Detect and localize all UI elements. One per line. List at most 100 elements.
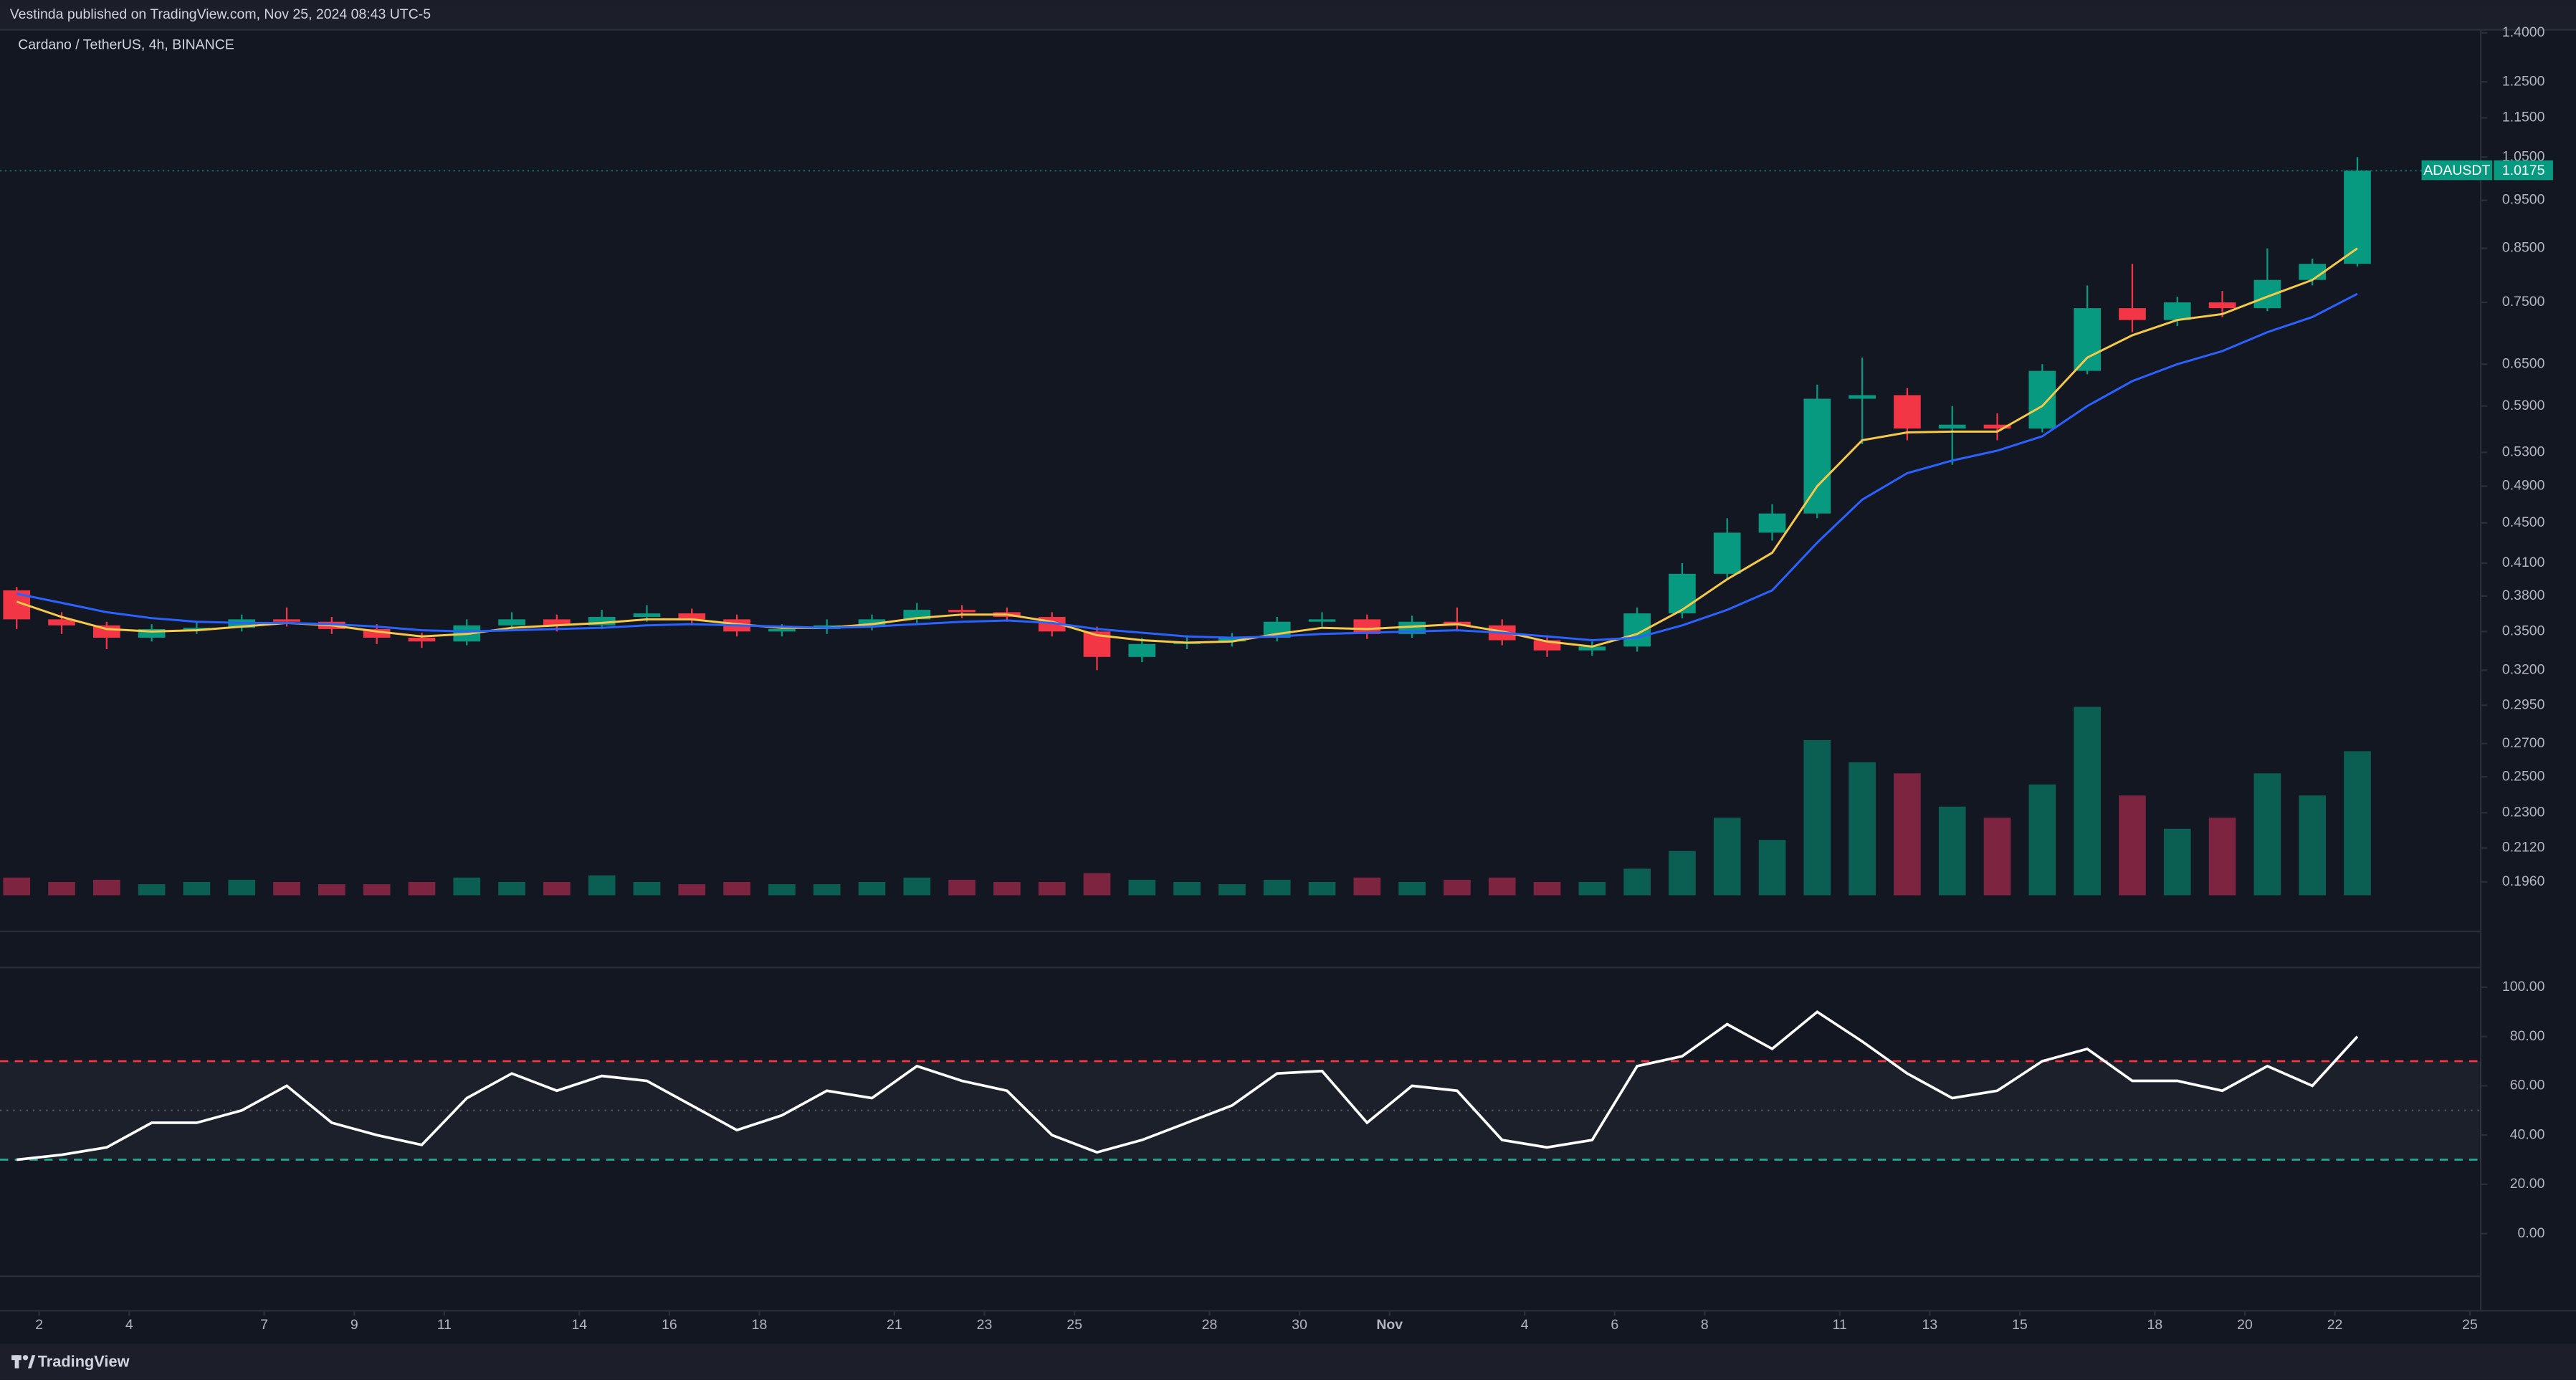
volume-bar — [2028, 784, 2056, 896]
x-tick-label: 4 — [1521, 1317, 1529, 1333]
candle-body — [858, 619, 886, 626]
volume-bar — [183, 881, 211, 896]
volume-bar — [228, 879, 256, 896]
volume-bar — [1038, 881, 1066, 896]
volume-bar — [768, 884, 796, 896]
candle-body — [1894, 395, 1921, 429]
y-tick-label: 0.3500 — [2502, 623, 2545, 638]
x-tick-label: 25 — [2462, 1317, 2478, 1333]
volume-bar — [1533, 881, 1561, 896]
candle-body — [1713, 532, 1741, 574]
y-tick-label: 1.4000 — [2502, 24, 2545, 40]
candle-body — [1848, 395, 1876, 399]
moving-average — [16, 247, 2358, 648]
x-tick-label: 8 — [1701, 1317, 1709, 1333]
volume-bar — [1803, 739, 1831, 896]
volume-bar — [543, 881, 571, 896]
x-tick-label: 4 — [125, 1317, 133, 1333]
x-tick-label: 2 — [35, 1317, 43, 1333]
y-tick-label: 1.1500 — [2502, 110, 2545, 125]
volume-bar — [948, 879, 975, 896]
symbol-badge — [2421, 160, 2493, 181]
volume-bar — [2119, 795, 2146, 896]
volume-bar — [363, 884, 391, 896]
y-tick-label: 0.3800 — [2502, 588, 2545, 603]
x-tick-label: 11 — [437, 1317, 452, 1333]
candle-body — [273, 619, 300, 622]
top-bar — [0, 0, 2576, 30]
candle-body — [1758, 513, 1786, 533]
x-tick-label: 6 — [1611, 1317, 1618, 1333]
volume-bar — [408, 881, 436, 896]
candle-body — [588, 617, 616, 626]
y-tick-label: 0.5300 — [2502, 444, 2545, 459]
candle-body — [2074, 308, 2102, 371]
y-tick-label: 0.9500 — [2502, 192, 2545, 208]
price-badge — [2494, 160, 2553, 181]
candle-body — [408, 638, 436, 642]
volume-bar — [1444, 879, 1471, 896]
x-tick-label: 20 — [2237, 1317, 2253, 1333]
volume-bar — [813, 884, 841, 896]
y-tick-label: 100.00 — [2502, 979, 2545, 995]
candle-body — [2299, 264, 2327, 280]
y-tick-label: 0.2700 — [2502, 735, 2545, 751]
y-tick-label: 0.4900 — [2502, 478, 2545, 494]
y-tick-label: 0.7500 — [2502, 294, 2545, 310]
y-tick-label: 0.6500 — [2502, 355, 2545, 371]
volume-bar — [1263, 879, 1291, 896]
rsi-band — [0, 1061, 2481, 1160]
volume-bar — [1894, 773, 1921, 896]
y-tick-label: 0.5900 — [2502, 398, 2545, 413]
volume-bars — [3, 706, 2371, 896]
x-tick-label: Nov — [1376, 1317, 1403, 1333]
price-label: 1.0175 — [2502, 163, 2545, 178]
volume-bar — [498, 881, 525, 896]
candle-body — [48, 619, 75, 626]
y-tick-label: 0.2300 — [2502, 805, 2545, 820]
candle-body — [1308, 619, 1336, 622]
footer-bar — [0, 1343, 2576, 1380]
y-tick-label: 80.00 — [2510, 1028, 2545, 1044]
volume-bar — [93, 879, 120, 896]
volume-bar — [1623, 868, 1651, 896]
y-tick-label: 0.4100 — [2502, 555, 2545, 570]
symbol-label: ADAUSDT — [2423, 163, 2490, 178]
y-tick-label: 0.4500 — [2502, 514, 2545, 530]
candle-body — [1803, 398, 1831, 514]
volume-bar — [1398, 881, 1426, 896]
x-tick-label: 30 — [1292, 1317, 1307, 1333]
volume-bar — [1488, 877, 1516, 896]
x-tick-label: 18 — [2147, 1317, 2163, 1333]
candle-body — [1218, 638, 1246, 642]
y-tick-label: 0.2120 — [2502, 840, 2545, 856]
candle-body — [948, 610, 975, 613]
volume-bar — [1983, 818, 2011, 896]
candle-body — [633, 613, 661, 618]
x-tick-label: 11 — [1833, 1317, 1847, 1333]
volume-bar — [723, 881, 750, 896]
y-tick-label: 0.3200 — [2502, 661, 2545, 677]
candle-body — [183, 628, 211, 630]
volume-bar — [678, 884, 706, 896]
volume-bar — [1353, 877, 1381, 896]
x-tick-label: 7 — [260, 1317, 268, 1333]
volume-bar — [2299, 795, 2327, 896]
x-tick-label: 13 — [1922, 1317, 1938, 1333]
volume-bar — [1938, 806, 1966, 896]
volume-bar — [1578, 881, 1606, 896]
volume-bar — [1758, 840, 1786, 896]
y-tick-label: 60.00 — [2510, 1078, 2545, 1093]
candle-body — [2028, 370, 2056, 429]
candle-body — [2208, 302, 2236, 309]
candle-body — [1983, 424, 2011, 429]
volume-bar — [3, 877, 31, 896]
volume-bar — [1218, 884, 1246, 896]
volume-bar — [273, 881, 300, 896]
x-tick-label: 23 — [977, 1317, 993, 1333]
volume-bar — [138, 884, 166, 896]
volume-bar — [48, 881, 75, 896]
volume-bar — [1308, 881, 1336, 896]
